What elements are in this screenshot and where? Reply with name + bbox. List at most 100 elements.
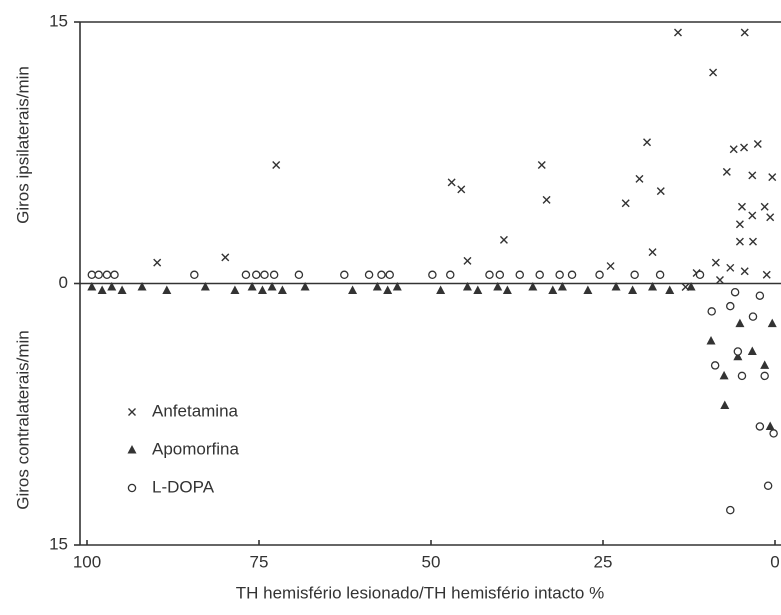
y-tick-label: 0 (59, 273, 68, 292)
legend-label: Anfetamina (152, 401, 239, 420)
point-triangle (372, 281, 382, 291)
x-tick-label: 100 (73, 552, 101, 571)
point-triangle (300, 281, 310, 291)
point-triangle (117, 285, 127, 294)
point-x (656, 187, 665, 196)
point-triangle (628, 285, 638, 294)
point-x (499, 235, 508, 244)
point-circle (495, 270, 505, 280)
point-triangle (383, 285, 393, 294)
point-circle (110, 270, 119, 280)
point-x (463, 256, 472, 265)
point-x (715, 276, 724, 285)
point-x (457, 185, 466, 194)
point-circle (555, 270, 564, 280)
point-x (766, 213, 775, 222)
point-x (740, 143, 749, 152)
point-triangle (720, 400, 730, 410)
point-circle (726, 505, 735, 515)
point-triangle (548, 285, 558, 294)
point-x (753, 140, 762, 149)
point-circle (707, 307, 716, 316)
legend-marker (127, 445, 137, 454)
point-triangle (107, 281, 117, 291)
point-triangle (162, 285, 172, 294)
point-triangle (648, 281, 658, 291)
point-circle (87, 270, 97, 280)
point-circle (535, 270, 544, 280)
point-x (740, 28, 749, 37)
x-tick-label: 0 (770, 552, 779, 571)
point-circle (515, 270, 525, 280)
point-triangle (767, 318, 777, 328)
point-x (726, 263, 735, 272)
point-circle (595, 270, 604, 280)
point-x (673, 28, 682, 37)
point-x (768, 173, 777, 182)
point-triangle (502, 285, 512, 294)
point-triangle (137, 281, 147, 291)
legend-marker (127, 483, 137, 493)
point-triangle (719, 370, 729, 380)
point-x (740, 267, 749, 276)
point-circle (733, 347, 743, 356)
point-circle (340, 270, 349, 280)
point-x (648, 248, 657, 257)
point-x (722, 167, 731, 176)
point-circle (760, 371, 769, 381)
point-circle (260, 270, 269, 280)
point-triangle (230, 285, 240, 294)
point-circle (730, 287, 740, 297)
point-x (643, 138, 652, 147)
point-triangle (277, 285, 287, 294)
point-triangle (686, 281, 696, 291)
point-circle (428, 270, 437, 280)
y-label-top: Giros ipsilaterais/min (13, 66, 32, 224)
point-triangle (733, 351, 743, 361)
point-triangle (747, 346, 757, 355)
point-x (735, 237, 744, 246)
point-circle (190, 270, 199, 280)
point-circle (737, 371, 747, 381)
point-x (748, 211, 757, 220)
point-circle (385, 270, 394, 280)
point-x (748, 237, 757, 246)
legend-label: Apomorfina (152, 439, 239, 458)
point-triangle (493, 281, 503, 291)
point-x (729, 145, 738, 154)
point-circle (485, 270, 494, 280)
point-triangle (735, 318, 745, 328)
point-triangle (706, 336, 716, 345)
point-circle (294, 270, 304, 280)
point-x (272, 160, 281, 169)
point-circle (94, 270, 103, 280)
point-circle (364, 270, 374, 280)
point-triangle (87, 281, 97, 291)
y-label-bottom: Giros contralaterais/min (13, 330, 32, 510)
point-circle (755, 291, 765, 300)
point-circle (567, 270, 577, 280)
point-x (447, 178, 456, 187)
point-triangle (557, 281, 567, 291)
point-triangle (200, 281, 210, 291)
point-circle (241, 270, 251, 280)
point-triangle (765, 421, 775, 430)
x-tick-label: 75 (250, 552, 269, 571)
point-circle (769, 429, 778, 438)
point-circle (655, 270, 665, 280)
point-triangle (348, 285, 358, 294)
point-triangle (267, 281, 277, 291)
point-triangle (473, 285, 483, 294)
point-x (737, 202, 746, 211)
point-triangle (97, 285, 107, 294)
point-x (542, 195, 551, 204)
point-triangle (436, 285, 446, 294)
point-circle (377, 270, 386, 280)
point-triangle (247, 281, 257, 291)
point-circle (755, 422, 765, 431)
point-x (711, 258, 720, 267)
point-x (709, 68, 718, 77)
y-tick-label: 15 (49, 11, 68, 30)
